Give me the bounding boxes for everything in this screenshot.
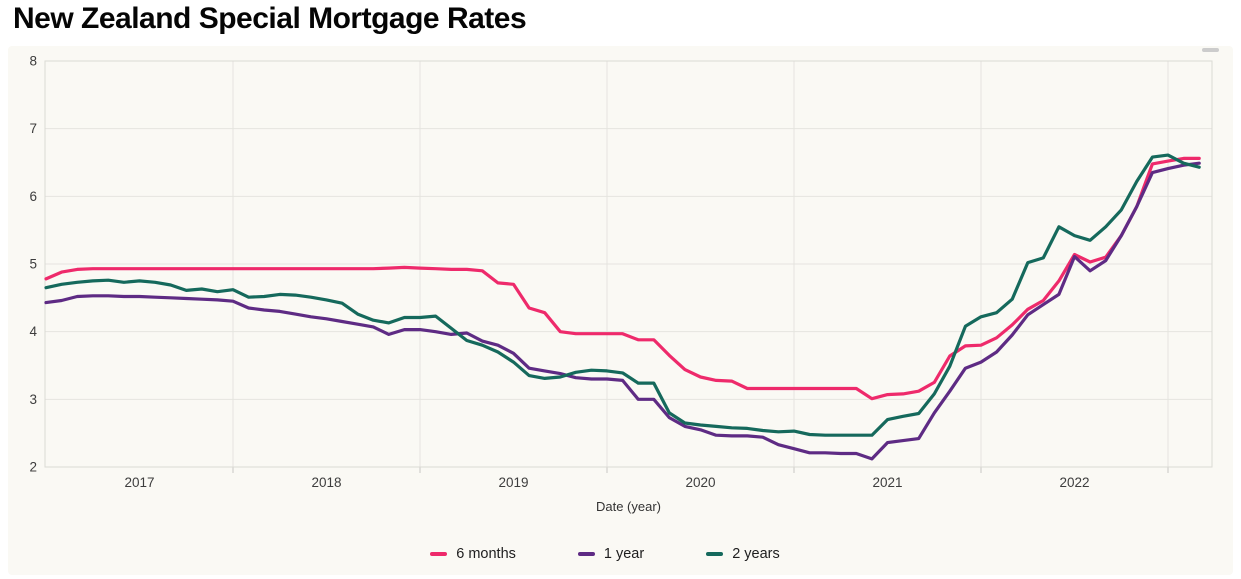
- legend-swatch-2-years: [706, 551, 724, 557]
- y-tick-label: 8: [29, 54, 37, 69]
- legend-item-1-year[interactable]: 1 year: [577, 546, 645, 562]
- legend-label: 2 years: [732, 546, 780, 562]
- legend-swatch-1-year: [577, 551, 595, 557]
- y-tick-label: 6: [29, 189, 37, 204]
- legend: 6 months 1 year 2 years: [0, 546, 1210, 562]
- series-line-6-months[interactable]: [44, 156, 1201, 401]
- x-axis-title: Date (year): [595, 499, 662, 514]
- legend-label: 1 year: [603, 546, 645, 562]
- scrollbar-artifact: [1202, 48, 1219, 52]
- legend-item-2-years[interactable]: 2 years: [706, 546, 780, 562]
- legend-label: 6 months: [456, 546, 516, 562]
- x-tick-label: 2022: [1059, 475, 1089, 490]
- x-tick-label: 2019: [498, 475, 528, 490]
- plot-border: [44, 60, 1213, 468]
- line-chart: 2 3 4 5 6 7 8 2017 2018 2019 2020 2021 2022: [29, 54, 1213, 490]
- series-line-2-years[interactable]: [44, 153, 1201, 437]
- x-tick-label: 2021: [872, 475, 902, 490]
- y-tick-label: 5: [29, 257, 37, 272]
- y-tick-label: 7: [29, 121, 37, 136]
- series-line-1-year[interactable]: [44, 161, 1201, 461]
- legend-item-6-months[interactable]: 6 months: [430, 546, 516, 562]
- y-tick-label: 3: [29, 392, 37, 407]
- x-tick-label: 2017: [124, 475, 154, 490]
- x-tick-label: 2018: [311, 475, 341, 490]
- legend-swatch-6-months: [430, 551, 448, 557]
- y-tick-label: 2: [29, 460, 37, 475]
- chart-title: New Zealand Special Mortgage Rates: [13, 2, 527, 35]
- y-tick-label: 4: [29, 324, 37, 339]
- x-tick-label: 2020: [685, 475, 715, 490]
